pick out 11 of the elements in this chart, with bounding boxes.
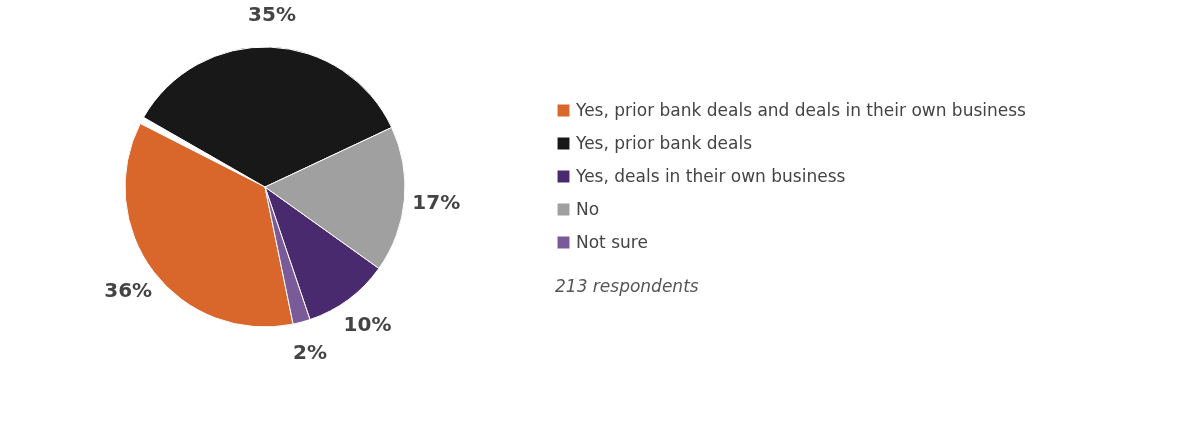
- data-label: 2%: [293, 340, 327, 365]
- data-label: 17%: [412, 189, 461, 214]
- text: 213 respondents: [555, 276, 699, 296]
- legend-label: No: [576, 198, 600, 219]
- legend-label: Yes, prior bank deals: [575, 132, 753, 153]
- legend-label: Yes, deals in their own business: [575, 165, 846, 186]
- legend-label: Yes, prior bank deals and deals in their own business: [575, 99, 1027, 120]
- data-label: 10%: [343, 312, 392, 337]
- legend-label: Not sure: [576, 231, 648, 252]
- data-label: 35%: [248, 2, 296, 27]
- data-label: 36%: [104, 278, 153, 303]
